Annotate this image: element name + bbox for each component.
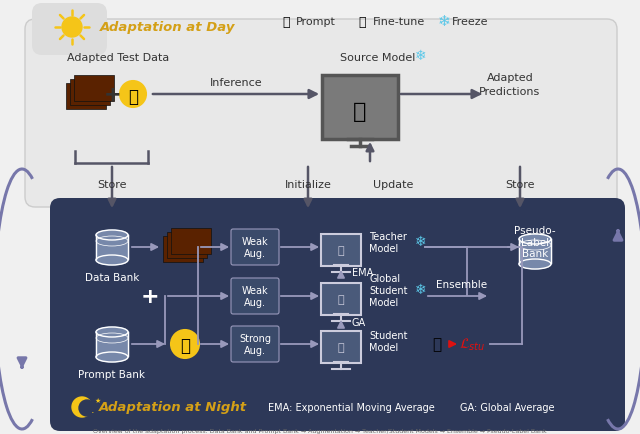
- Text: Ensemble: Ensemble: [436, 279, 488, 289]
- Text: Adaptation at Night: Adaptation at Night: [99, 401, 247, 414]
- Text: 🤖: 🤖: [353, 102, 367, 122]
- Text: 🖥: 🖥: [338, 246, 344, 256]
- Circle shape: [120, 82, 146, 108]
- Text: Prompt: Prompt: [296, 17, 336, 27]
- Ellipse shape: [96, 327, 128, 337]
- Ellipse shape: [96, 230, 128, 240]
- Text: Update: Update: [373, 180, 413, 190]
- Circle shape: [171, 330, 199, 358]
- Text: Store: Store: [505, 180, 535, 190]
- Text: ★: ★: [95, 397, 101, 403]
- Text: ❄: ❄: [415, 283, 427, 296]
- Circle shape: [62, 18, 82, 38]
- Text: 💡: 💡: [282, 16, 289, 29]
- Text: 🔥: 🔥: [128, 88, 138, 106]
- Text: +: +: [141, 286, 159, 306]
- Text: GA: GA: [352, 317, 366, 327]
- Text: Adaptation at Day: Adaptation at Day: [100, 21, 236, 34]
- FancyBboxPatch shape: [321, 234, 361, 266]
- Text: ❄: ❄: [415, 49, 427, 63]
- FancyBboxPatch shape: [66, 84, 106, 110]
- FancyBboxPatch shape: [321, 331, 361, 363]
- Text: Pseudo-
Label
Bank: Pseudo- Label Bank: [514, 226, 556, 259]
- Text: 🖥: 🖥: [338, 294, 344, 304]
- Bar: [519, 238, 551, 263]
- Text: ❄: ❄: [438, 14, 451, 30]
- Text: $\mathcal{L}_{stu}$: $\mathcal{L}_{stu}$: [459, 336, 485, 352]
- Ellipse shape: [519, 260, 551, 270]
- Text: Global
Student
Model: Global Student Model: [369, 274, 408, 307]
- Text: Overview of the adaptation process. Data Bank and Prompt Bank → Augmentation → T: Overview of the adaptation process. Data…: [93, 428, 547, 434]
- Text: Adapted
Predictions: Adapted Predictions: [479, 73, 541, 96]
- Text: Strong
Aug.: Strong Aug.: [239, 333, 271, 355]
- Bar: [96, 234, 128, 260]
- Text: Fine-tune: Fine-tune: [373, 17, 425, 27]
- Text: 🔥: 🔥: [358, 16, 365, 29]
- FancyBboxPatch shape: [25, 20, 617, 207]
- FancyBboxPatch shape: [231, 230, 279, 265]
- FancyBboxPatch shape: [163, 237, 203, 263]
- FancyBboxPatch shape: [50, 198, 625, 431]
- Text: Adapted Test Data: Adapted Test Data: [67, 53, 169, 63]
- FancyBboxPatch shape: [32, 4, 107, 56]
- Ellipse shape: [519, 234, 551, 244]
- Text: Inference: Inference: [210, 78, 262, 88]
- Text: Weak
Aug.: Weak Aug.: [242, 286, 268, 307]
- Text: +: +: [104, 85, 122, 105]
- FancyBboxPatch shape: [231, 326, 279, 362]
- Text: EMA: EMA: [352, 267, 373, 277]
- Text: Source Model: Source Model: [340, 53, 416, 63]
- Text: ❄: ❄: [415, 234, 427, 248]
- Text: ·: ·: [91, 407, 95, 417]
- FancyBboxPatch shape: [74, 76, 114, 102]
- Text: Data Bank: Data Bank: [85, 273, 139, 283]
- FancyBboxPatch shape: [70, 80, 110, 106]
- Text: Teacher
Model: Teacher Model: [369, 232, 407, 253]
- FancyBboxPatch shape: [231, 278, 279, 314]
- Text: Prompt Bank: Prompt Bank: [79, 369, 145, 379]
- FancyBboxPatch shape: [322, 76, 398, 140]
- Text: 🔥: 🔥: [433, 337, 442, 352]
- Text: Weak
Aug.: Weak Aug.: [242, 237, 268, 258]
- Text: EMA: Exponential Moving Average: EMA: Exponential Moving Average: [268, 402, 435, 412]
- Ellipse shape: [96, 352, 128, 362]
- Bar: [96, 331, 128, 356]
- Circle shape: [79, 400, 95, 416]
- Text: Store: Store: [97, 180, 127, 190]
- Ellipse shape: [96, 256, 128, 265]
- FancyBboxPatch shape: [321, 283, 361, 315]
- Text: GA: Global Average: GA: Global Average: [460, 402, 554, 412]
- FancyBboxPatch shape: [167, 233, 207, 258]
- Circle shape: [72, 397, 92, 417]
- Text: 💡: 💡: [180, 336, 190, 354]
- FancyBboxPatch shape: [171, 228, 211, 254]
- Text: Student
Model: Student Model: [369, 330, 408, 352]
- Text: 🖥: 🖥: [338, 342, 344, 352]
- Text: Freeze: Freeze: [452, 17, 488, 27]
- Text: Initialize: Initialize: [285, 180, 332, 190]
